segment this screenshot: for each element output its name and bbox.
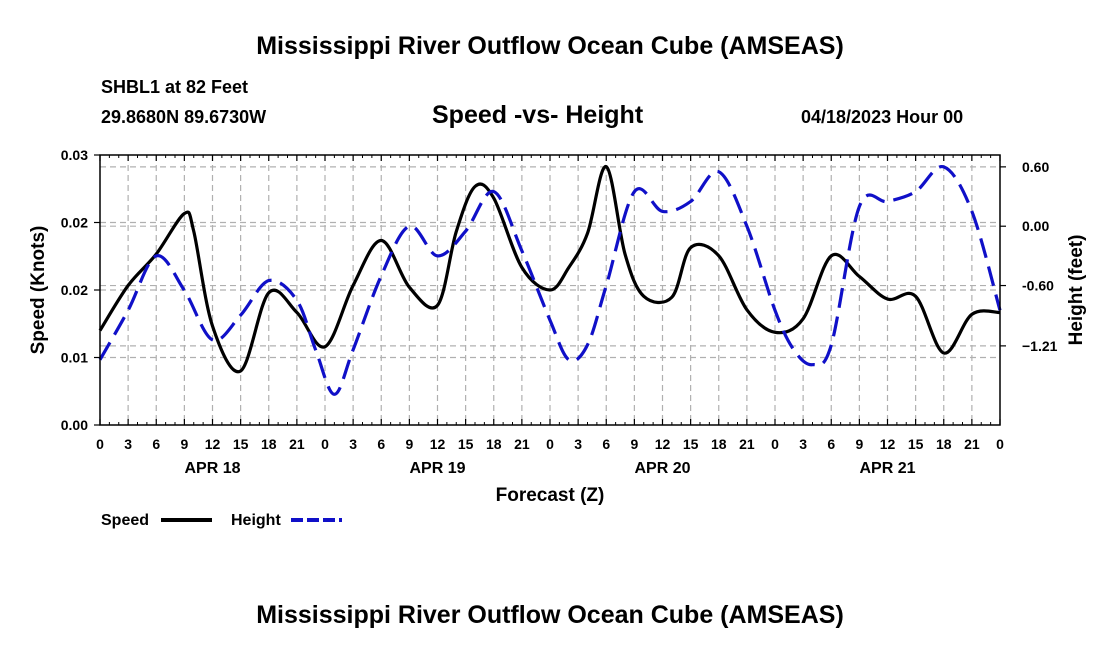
y-tick-label: 0.03 <box>61 147 88 163</box>
x-tick-label: 0 <box>996 436 1004 452</box>
y2-axis-label: Height (feet) <box>1066 235 1087 346</box>
x-tick-label: 3 <box>124 436 132 452</box>
x-tick-label: 6 <box>827 436 835 452</box>
x-tick-label: 18 <box>486 436 502 452</box>
x-tick-label: 12 <box>430 436 446 452</box>
x-tick-label: 3 <box>799 436 807 452</box>
x-tick-label: 9 <box>180 436 188 452</box>
y2-tick-label: −1.21 <box>1022 338 1058 354</box>
x-tick-label: 12 <box>655 436 671 452</box>
series-line-height <box>98 165 1002 396</box>
legend-height-label: Height <box>231 512 281 529</box>
y-tick-label: 0.02 <box>61 215 88 231</box>
footer-title: Mississippi River Outflow Ocean Cube (AM… <box>256 601 844 629</box>
y-axis-label: Speed (Knots) <box>28 226 49 355</box>
x-tick-label: 6 <box>377 436 385 452</box>
x-tick-label: 3 <box>574 436 582 452</box>
day-label: APR 19 <box>409 460 465 477</box>
x-tick-label: 9 <box>855 436 863 452</box>
axes: 0 3 6 9 12 15 18 21 0 3 6 9 12 15 18 21 0 3 6 9 12 15 18 21 0 3 6 9… <box>61 147 1058 477</box>
grid <box>100 155 1000 425</box>
x-tick-label: 0 <box>96 436 104 452</box>
y-tick-label: 0.00 <box>61 417 88 433</box>
y2-tick-label: -0.60 <box>1022 278 1054 294</box>
speed-height-chart: 0 3 6 9 12 15 18 21 0 3 6 9 12 15 18 21 0 3 6 9 12 15 18 21 0 3 6 9… <box>28 147 1087 529</box>
legend-speed-label: Speed <box>101 512 149 529</box>
x-tick-label: 18 <box>711 436 727 452</box>
x-tick-label: 18 <box>261 436 277 452</box>
issue-timestamp: 04/18/2023 Hour 00 <box>801 107 964 127</box>
x-tick-label: 15 <box>233 436 249 452</box>
x-tick-label: 0 <box>321 436 329 452</box>
page-title: Mississippi River Outflow Ocean Cube (AM… <box>256 32 844 60</box>
chart-title: Speed -vs- Height <box>432 101 644 129</box>
x-tick-label: 18 <box>936 436 952 452</box>
x-tick-label: 21 <box>289 436 305 452</box>
x-tick-label: 12 <box>205 436 221 452</box>
x-tick-label: 9 <box>405 436 413 452</box>
day-label: APR 20 <box>634 460 690 477</box>
day-label: APR 21 <box>859 460 915 477</box>
series-layer <box>98 165 1002 396</box>
x-tick-label: 0 <box>771 436 779 452</box>
x-tick-label: 3 <box>349 436 357 452</box>
y2-tick-label: 0.60 <box>1022 159 1049 175</box>
y-tick-label: 0.02 <box>61 282 88 298</box>
x-tick-label: 15 <box>683 436 699 452</box>
x-tick-label: 21 <box>964 436 980 452</box>
x-tick-label: 0 <box>546 436 554 452</box>
x-tick-label: 15 <box>908 436 924 452</box>
legend: Speed Height <box>101 512 342 529</box>
x-tick-label: 12 <box>880 436 896 452</box>
series-line-speed <box>98 165 1001 374</box>
x-tick-label: 21 <box>514 436 530 452</box>
x-tick-label: 21 <box>739 436 755 452</box>
x-tick-label: 15 <box>458 436 474 452</box>
x-tick-label: 6 <box>152 436 160 452</box>
y-tick-label: 0.01 <box>61 350 88 366</box>
y2-tick-label: 0.00 <box>1022 218 1049 234</box>
x-axis-label: Forecast (Z) <box>496 485 605 506</box>
x-tick-label: 6 <box>602 436 610 452</box>
station-coordinates: 29.8680N 89.6730W <box>101 107 267 127</box>
station-name: SHBL1 at 82 Feet <box>101 77 249 97</box>
day-label: APR 18 <box>184 460 240 477</box>
x-tick-label: 9 <box>630 436 638 452</box>
